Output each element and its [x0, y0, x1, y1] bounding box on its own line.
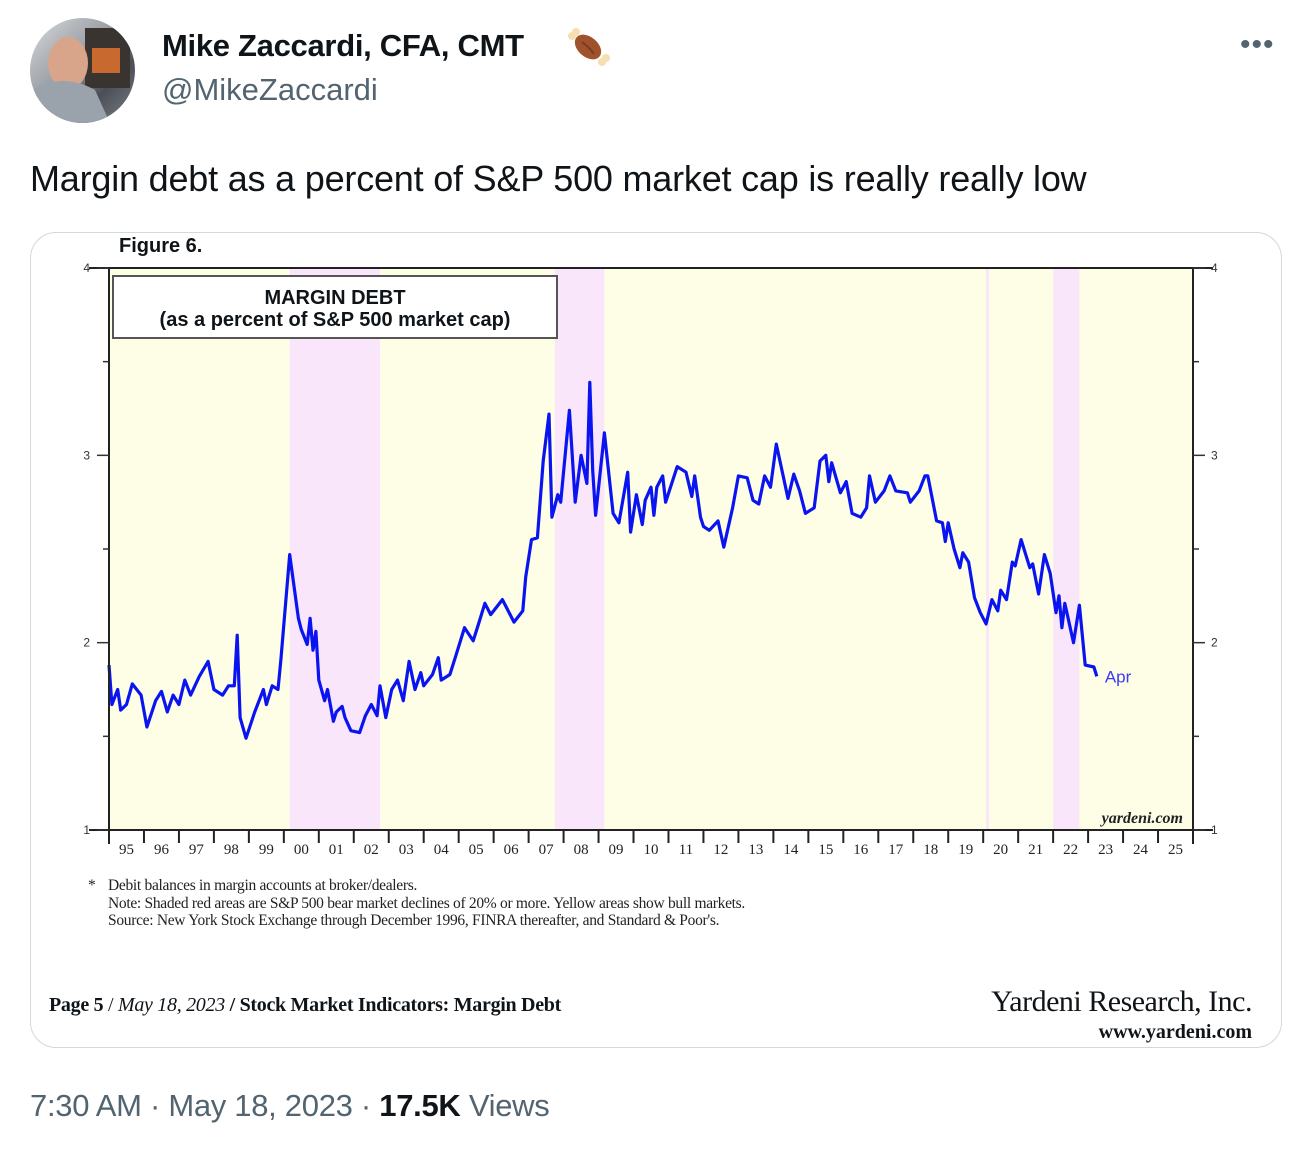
x-tick-label: 16 [853, 842, 869, 858]
chart-notes: * Debit balances in margin accounts at br… [88, 877, 745, 930]
x-tick-label: 04 [434, 842, 450, 858]
meta-sep: · [149, 1088, 160, 1123]
x-tick-label: 00 [294, 842, 309, 858]
bear-market-band [986, 268, 990, 830]
x-tick-label: 19 [958, 842, 973, 858]
x-tick-label: 25 [1168, 842, 1183, 858]
x-tick-label: 23 [1098, 842, 1113, 858]
tweet-meta: 7:30 AM · May 18, 2023 · 17.5K Views [30, 1088, 550, 1124]
x-tick-label: 22 [1063, 842, 1078, 858]
avatar[interactable] [30, 18, 135, 123]
tweet-text: Margin debt as a percent of S&P 500 mark… [30, 158, 1087, 199]
bear-market-band [554, 268, 605, 830]
tweet-date[interactable]: May 18, 2023 [168, 1088, 353, 1123]
y-tick-label-right: 1 [1211, 823, 1218, 837]
x-tick-label: 99 [259, 842, 274, 858]
meta-sep: · [360, 1088, 371, 1123]
author-name[interactable]: Mike Zaccardi, CFA, CMT [162, 28, 524, 63]
x-tick-label: 24 [1133, 842, 1149, 858]
report-title: Stock Market Indicators: Margin Debt [239, 994, 562, 1016]
x-tick-label: 03 [399, 842, 414, 858]
x-tick-label: 95 [119, 842, 134, 858]
yardeni-watermark: yardeni.com [1100, 810, 1183, 827]
chart-subtitle: (as a percent of S&P 500 market cap) [159, 309, 511, 331]
x-tick-label: 12 [713, 842, 728, 858]
x-tick-label: 98 [224, 842, 239, 858]
page-number: Page 5 [49, 994, 104, 1016]
chart-title-box: MARGIN DEBT (as a percent of S&P 500 mar… [112, 275, 558, 339]
x-tick-label: 18 [923, 842, 938, 858]
x-tick-label: 11 [679, 842, 693, 858]
ellipsis-icon[interactable]: ••• [1240, 28, 1275, 61]
y-tick-label-left: 4 [83, 261, 90, 275]
company-name: Yardeni Research, Inc. [991, 985, 1252, 1018]
footer-sep: / [229, 994, 236, 1016]
chart-title: MARGIN DEBT [264, 287, 406, 309]
bear-market-band [289, 268, 380, 830]
end-label: Apr [1105, 667, 1132, 686]
margin-debt-line [107, 380, 1099, 740]
tweet-time[interactable]: 7:30 AM [30, 1088, 142, 1123]
author-handle[interactable]: @MikeZaccardi [162, 72, 378, 107]
bull-market-area [109, 268, 1193, 830]
x-tick-label: 01 [329, 842, 344, 858]
figure-label: Figure 6. [119, 235, 203, 257]
x-tick-label: 20 [993, 842, 1008, 858]
x-tick-label: 13 [748, 842, 763, 858]
x-tick-label: 02 [364, 842, 379, 858]
x-tick-label: 05 [469, 842, 484, 858]
y-tick-label-left: 1 [83, 823, 90, 837]
x-tick-label: 17 [888, 842, 904, 858]
x-tick-label: 07 [539, 842, 555, 858]
y-tick-label-left: 3 [83, 448, 90, 462]
y-tick-label-right: 2 [1211, 636, 1218, 650]
company-url: www.yardeni.com [1098, 1021, 1252, 1043]
avatar-photo [30, 28, 130, 123]
x-tick-label: 14 [783, 842, 799, 858]
x-tick-label: 09 [609, 842, 624, 858]
report-footer: Page 5 / May 18, 2023 / Stock Market Ind… [49, 994, 561, 1017]
x-tick-label: 08 [574, 842, 589, 858]
meat-on-bone-icon [568, 28, 610, 66]
footer-sep: / [108, 994, 114, 1016]
source-line: Source: New York Stock Exchange through … [108, 912, 720, 929]
x-tick-label: 10 [644, 842, 659, 858]
x-tick-label: 21 [1028, 842, 1043, 858]
x-tick-label: 96 [154, 842, 170, 858]
note-bullet: * [88, 877, 96, 894]
y-tick-label-right: 4 [1211, 261, 1218, 275]
bear-market-band [1053, 268, 1080, 830]
note-line: Debit balances in margin accounts at bro… [108, 877, 418, 894]
x-tick-label: 06 [504, 842, 520, 858]
views-label: Views [468, 1088, 550, 1123]
report-date: May 18, 2023 [117, 994, 225, 1016]
note-line: Note: Shaded red areas are S&P 500 bear … [108, 894, 745, 912]
y-tick-label-left: 2 [83, 636, 90, 650]
x-tick-label: 15 [818, 842, 833, 858]
x-tick-label: 97 [189, 842, 205, 858]
views-count: 17.5K [379, 1088, 461, 1123]
y-tick-label-right: 3 [1211, 448, 1218, 462]
